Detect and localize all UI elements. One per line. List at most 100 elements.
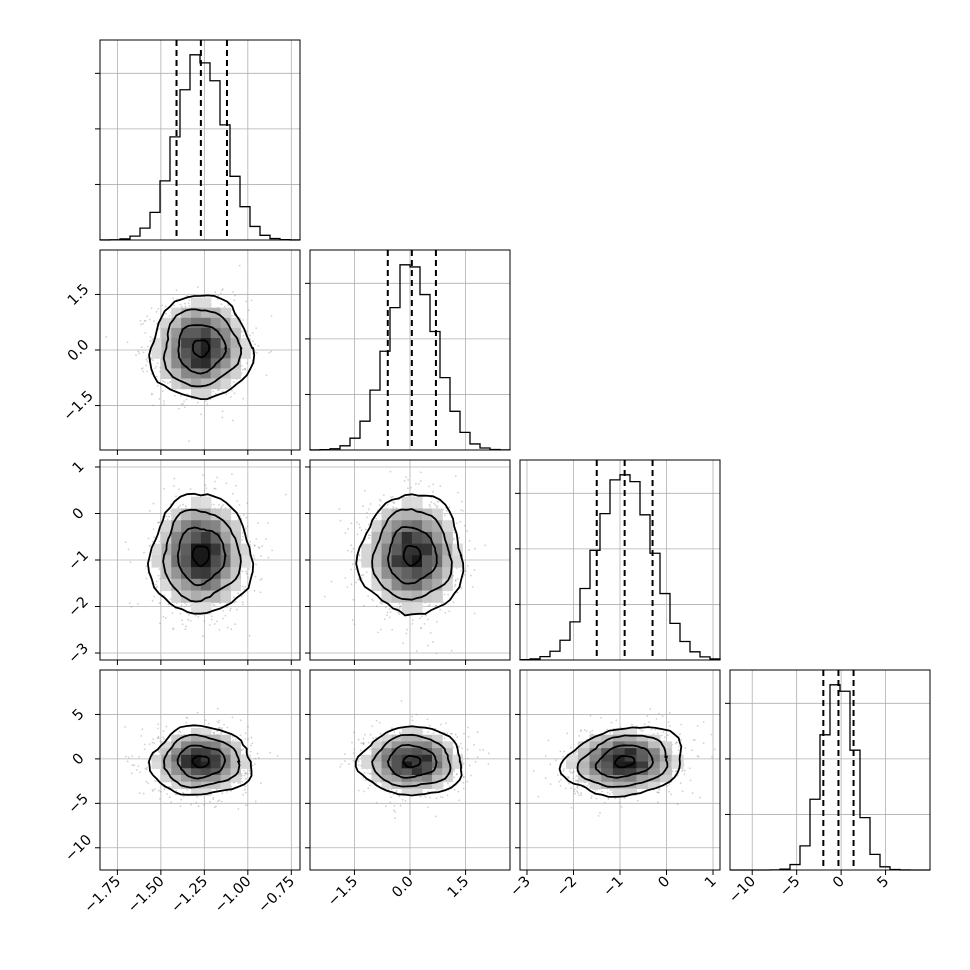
scatter-point (188, 299, 191, 302)
density-cell (171, 555, 182, 568)
scatter-point (324, 595, 326, 598)
scatter-point (232, 739, 234, 742)
scatter-point (217, 721, 220, 724)
density-cell (361, 543, 372, 556)
scatter-point (415, 650, 418, 652)
scatter-point (350, 583, 353, 586)
scatter-point (146, 315, 149, 318)
scatter-point (182, 795, 185, 798)
scatter-point (367, 595, 370, 597)
scatter-point (242, 514, 245, 516)
scatter-point (173, 394, 176, 397)
scatter-point (156, 384, 159, 387)
scatter-point (126, 341, 129, 344)
scatter-point (365, 571, 368, 574)
scatter-point (271, 549, 273, 552)
hist-panel-3 (725, 669, 931, 871)
density-cell (401, 496, 413, 509)
density-cell (200, 327, 212, 339)
density-cell (230, 578, 241, 592)
scatter-point (183, 406, 186, 409)
scatter-point (223, 305, 226, 308)
hist-3-frame (729, 669, 931, 871)
scatter-point (242, 603, 245, 606)
density-cell (401, 602, 413, 615)
density-cell (381, 508, 393, 521)
scatter-point (259, 578, 262, 581)
scatter-point (179, 303, 182, 306)
scatter-point (165, 515, 168, 518)
scatter-point (151, 789, 154, 791)
scatter-point (159, 622, 161, 625)
scatter-point (230, 396, 232, 398)
scatter-point (153, 742, 156, 745)
scatter-point (466, 565, 469, 567)
scatter-point (240, 773, 243, 775)
scatter-point (252, 554, 255, 557)
scatter-point (244, 788, 246, 791)
density-cell (200, 543, 212, 556)
scatter-point (163, 738, 166, 740)
scatter-point (253, 544, 256, 547)
density-cell (432, 531, 443, 545)
scatter-point (460, 570, 462, 572)
scatter-point (155, 365, 158, 368)
scatter-point (234, 738, 237, 741)
scatter-point (436, 505, 439, 508)
scatter-point (460, 587, 463, 590)
scatter-point (150, 358, 153, 361)
scatter-point (149, 510, 151, 512)
scatter-point (246, 362, 248, 364)
density-cell (220, 378, 232, 390)
scatter-point (473, 612, 476, 615)
scatter-point (180, 604, 183, 606)
scatter-point (149, 336, 152, 338)
scatter-point (178, 407, 180, 410)
scatter-point (452, 601, 455, 604)
scatter-point (436, 500, 439, 503)
scatter-point (459, 520, 461, 523)
scatter-point (484, 544, 487, 547)
scatter-point (159, 749, 162, 751)
scatter-point (169, 796, 171, 799)
density-cell (161, 327, 172, 339)
scatter-point (419, 471, 422, 474)
scatter-point (386, 614, 388, 617)
scatter-point (142, 322, 144, 325)
scatter-point (151, 540, 154, 543)
scatter-point (245, 570, 248, 573)
scatter-point (231, 736, 234, 738)
scatter-point (244, 585, 247, 588)
density-cell (240, 555, 251, 568)
scatter-point (182, 792, 184, 794)
scatter-point (129, 561, 132, 564)
scatter-point (391, 501, 394, 503)
scatter-panel-0-1 (99, 249, 301, 451)
scatter-point (453, 585, 456, 588)
scatter-point (432, 641, 434, 643)
scatter-point (383, 618, 386, 620)
scatter-point (155, 586, 158, 589)
scatter-point (213, 731, 215, 734)
scatter-point (240, 372, 243, 374)
scatter-point (159, 577, 161, 580)
scatter-point (338, 508, 341, 510)
scatter-point (185, 625, 187, 628)
density-cell (200, 307, 212, 319)
scatter-point (220, 292, 222, 295)
scatter-point (142, 351, 145, 354)
scatter-point (168, 515, 170, 518)
scatter-point (225, 393, 228, 396)
hist-0-frame (99, 39, 301, 241)
scatter-point (368, 537, 370, 540)
density-cell (191, 297, 202, 309)
scatter-point (461, 500, 463, 503)
scatter-point (231, 473, 233, 475)
scatter-point (244, 785, 247, 788)
scatter-point (367, 523, 370, 526)
density-cell (401, 578, 413, 592)
scatter-point (218, 727, 220, 730)
scatter-point (456, 591, 459, 594)
scatter-point (162, 736, 165, 739)
scatter-point (221, 289, 223, 291)
